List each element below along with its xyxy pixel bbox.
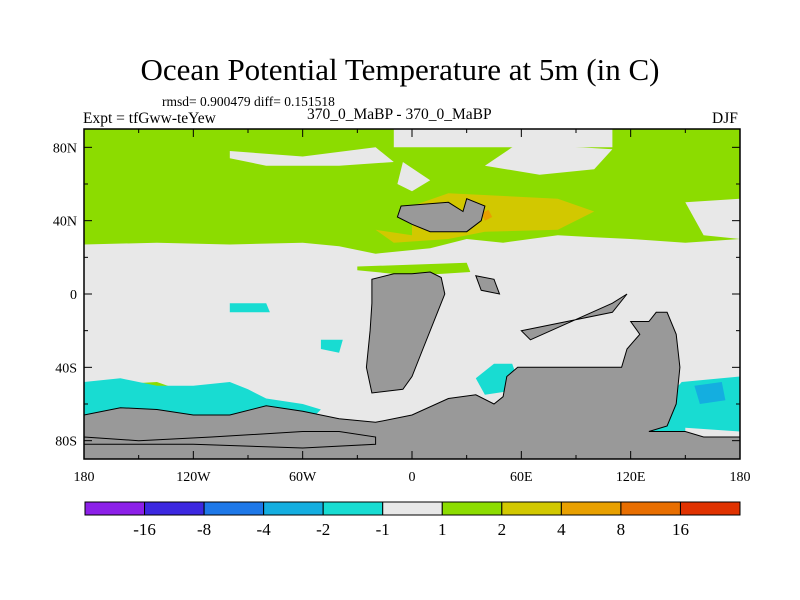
- region-cat-4-1: [229, 303, 270, 313]
- region-land-0: [84, 311, 740, 459]
- colorbar-label-3: -2: [316, 520, 330, 539]
- colorbar-box-8: [560, 501, 622, 516]
- colorbar-box-3: [263, 501, 324, 516]
- colorbar-label-7: 4: [557, 520, 566, 539]
- season-label: DJF: [712, 110, 738, 127]
- colorbar-box-0: [84, 501, 146, 516]
- region-cat-1-1: [393, 129, 613, 148]
- rmsd-diff-stats: rmsd= 0.900479 diff= 0.151518: [162, 94, 335, 109]
- x-tick-label-6: 180: [730, 470, 751, 485]
- colorbar-label-8: 8: [617, 520, 626, 539]
- colorbar-box-9: [620, 501, 681, 516]
- region-cat-5-0: [694, 382, 726, 404]
- x-tick-label-0: 180: [74, 470, 95, 485]
- region-land-3: [396, 198, 486, 233]
- chart-title: Ocean Potential Temperature at 5m (in C): [140, 52, 660, 87]
- axis-ticks: 180 120W 60W 0 60E 120E 180 80N 40N 0 40S 80S: [53, 129, 751, 485]
- colorbar-box-6: [441, 501, 503, 516]
- colorbar-label-4: -1: [376, 520, 390, 539]
- experiment-label: Expt = tfGww-teYew: [83, 110, 216, 127]
- colorbar-box-4: [322, 501, 384, 516]
- y-tick-label-2: 0: [70, 288, 77, 303]
- region-cat-1-4: [685, 198, 740, 239]
- colorbar-label-1: -8: [197, 520, 211, 539]
- colorbar-label-9: 16: [672, 520, 689, 539]
- region-land-1: [365, 271, 446, 394]
- region-cat-3-0: [481, 209, 493, 221]
- x-tick-label-4: 60E: [510, 470, 533, 485]
- region-cat-1-3: [484, 143, 613, 175]
- region-cat-1-0: [229, 147, 394, 166]
- region-land-2: [520, 293, 628, 341]
- colorbar-label-0: -16: [133, 520, 156, 539]
- colorbar-box-1: [144, 501, 205, 516]
- y-tick-label-0: 80N: [53, 141, 77, 156]
- colorbar-box-2: [203, 501, 265, 516]
- colorbar-box-5: [382, 501, 443, 516]
- case-label: 370_0_MaBP - 370_0_MaBP: [307, 106, 492, 123]
- colorbar-label-5: 1: [438, 520, 447, 539]
- colorbar-box-7: [501, 501, 562, 516]
- region-land-4: [475, 275, 501, 295]
- colorbar-label-6: 2: [498, 520, 507, 539]
- colorbar-box-10: [679, 501, 741, 516]
- x-tick-label-5: 120E: [616, 470, 646, 485]
- x-tick-label-3: 0: [409, 470, 416, 485]
- y-tick-label-3: 40S: [55, 361, 77, 376]
- y-tick-label-4: 80S: [55, 435, 77, 450]
- region-cat-0-1: [357, 262, 471, 276]
- region-land-5: [84, 431, 377, 449]
- x-tick-label-2: 60W: [289, 470, 317, 485]
- colorbar: -16 -8 -4 -2 -1 1 2 4 8 16: [84, 501, 741, 539]
- colorbar-label-2: -4: [257, 520, 272, 539]
- region-cat-1-2: [397, 162, 431, 192]
- x-tick-label-1: 120W: [176, 470, 211, 485]
- y-tick-label-1: 40N: [53, 215, 77, 230]
- region-cat-4-2: [320, 339, 343, 353]
- contour-regions: [84, 129, 740, 459]
